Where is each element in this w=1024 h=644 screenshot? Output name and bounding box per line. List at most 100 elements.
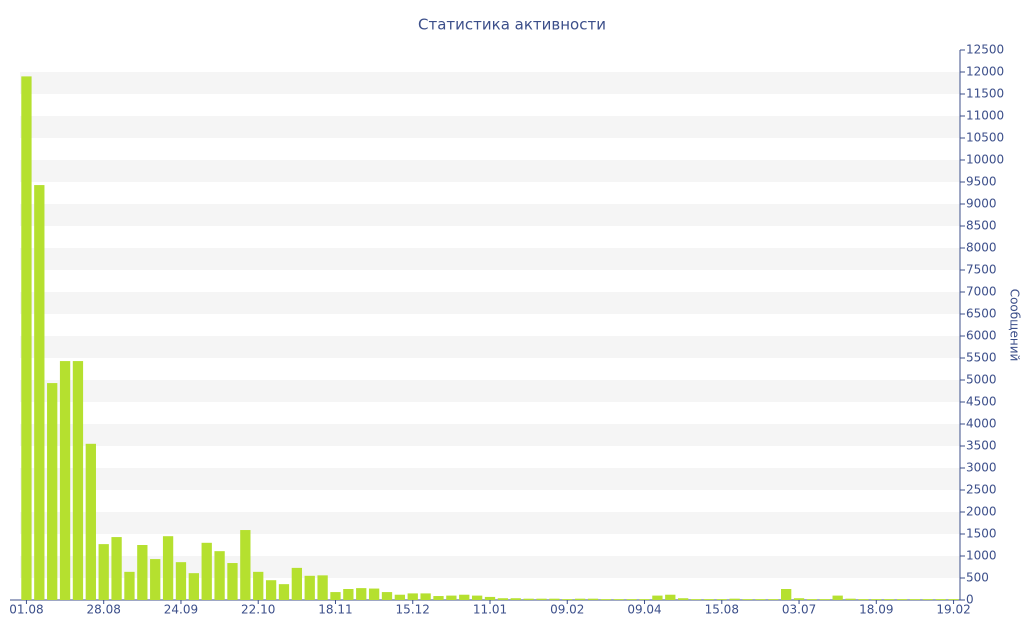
bar <box>304 575 315 600</box>
bar <box>98 544 109 600</box>
y-tick-label: 2000 <box>966 505 997 519</box>
bar <box>574 598 586 600</box>
bar <box>47 383 58 600</box>
y-tick-label: 3500 <box>966 439 997 453</box>
bar <box>356 588 367 600</box>
x-tick-label: 18.09 <box>859 603 893 617</box>
y-tick-label: 1000 <box>966 549 997 563</box>
bar <box>922 599 933 600</box>
bar <box>819 599 830 600</box>
y-tick-label: 7000 <box>966 285 997 299</box>
bar <box>253 571 264 600</box>
bar <box>536 598 547 600</box>
y-tick-label: 3000 <box>966 461 997 475</box>
grid-band <box>20 468 960 490</box>
y-axis-label: Сообщений <box>1008 289 1022 362</box>
grid-band <box>20 72 960 94</box>
bar <box>845 598 856 600</box>
bar <box>368 588 380 600</box>
bar <box>755 599 766 600</box>
bar <box>549 598 560 600</box>
grid-band <box>20 248 960 270</box>
bar <box>690 599 702 600</box>
x-tick-label: 19.02 <box>936 603 970 617</box>
y-tick-label: 5500 <box>966 351 997 365</box>
chart-title: Статистика активности <box>418 16 606 34</box>
grid-band <box>20 336 960 358</box>
x-tick-label: 15.12 <box>396 603 430 617</box>
y-tick-label: 10000 <box>966 153 1004 167</box>
y-tick-label: 9500 <box>966 175 997 189</box>
bar <box>343 589 354 600</box>
x-tick-label: 03.07 <box>782 603 816 617</box>
bar <box>523 598 534 600</box>
y-tick-label: 5000 <box>966 373 997 387</box>
bar <box>137 545 148 600</box>
bar <box>201 542 212 600</box>
bar <box>510 598 521 600</box>
x-tick-label: 15.08 <box>705 603 739 617</box>
bar <box>935 599 946 600</box>
bar <box>793 598 805 600</box>
bar <box>562 599 573 600</box>
y-tick-label: 4500 <box>966 395 997 409</box>
bar <box>665 594 676 600</box>
bar <box>909 599 921 600</box>
y-tick-label: 8500 <box>966 219 997 233</box>
y-tick-label: 500 <box>966 571 989 585</box>
y-tick-label: 7500 <box>966 263 997 277</box>
bar <box>484 596 496 600</box>
bar <box>742 599 753 600</box>
bar <box>72 361 84 600</box>
bar <box>600 599 612 600</box>
bar <box>394 594 406 600</box>
bar <box>871 599 882 600</box>
bar <box>587 598 599 600</box>
x-tick-label: 01.08 <box>9 603 43 617</box>
bar <box>227 563 238 600</box>
bar <box>884 599 895 600</box>
y-tick-label: 1500 <box>966 527 997 541</box>
bar <box>948 599 959 600</box>
bar <box>265 580 277 600</box>
bar <box>111 537 122 600</box>
y-tick-label: 6000 <box>966 329 997 343</box>
bar <box>471 595 483 600</box>
x-tick-label: 28.08 <box>87 603 121 617</box>
bar <box>652 595 663 600</box>
bar <box>407 593 418 600</box>
grid-band <box>20 160 960 182</box>
x-tick-label: 18.11 <box>318 603 352 617</box>
y-tick-label: 4000 <box>966 417 997 431</box>
bar <box>291 567 302 600</box>
bar <box>497 598 509 600</box>
bar <box>703 599 715 600</box>
bar <box>85 443 96 600</box>
grid-band <box>20 380 960 402</box>
bar <box>896 599 908 600</box>
bar <box>278 584 290 600</box>
bar <box>613 599 624 600</box>
bar <box>781 589 792 600</box>
bar <box>59 361 71 600</box>
bar <box>21 76 32 600</box>
bar <box>626 599 637 600</box>
bar <box>832 595 843 600</box>
grid-band <box>20 292 960 314</box>
bar <box>768 599 779 600</box>
bar <box>214 551 225 600</box>
bar <box>420 593 431 600</box>
bar <box>716 599 727 600</box>
bar <box>124 571 135 600</box>
y-tick-label: 10500 <box>966 131 1004 145</box>
bar <box>639 599 650 600</box>
bar <box>188 573 199 600</box>
bar <box>729 598 740 600</box>
bar <box>678 598 689 600</box>
y-tick-label: 11500 <box>966 87 1004 101</box>
bar <box>330 592 341 600</box>
y-tick-label: 12500 <box>966 43 1004 57</box>
bar <box>381 592 393 600</box>
bar <box>240 530 251 600</box>
